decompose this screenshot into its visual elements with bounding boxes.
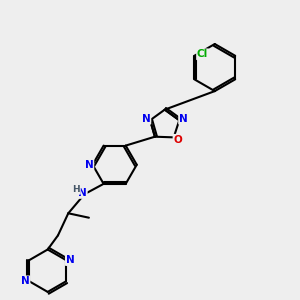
Text: H: H bbox=[72, 185, 80, 194]
Text: N: N bbox=[85, 160, 93, 170]
Text: N: N bbox=[78, 188, 87, 198]
Text: Cl: Cl bbox=[197, 49, 208, 59]
Text: N: N bbox=[21, 276, 30, 286]
Text: O: O bbox=[173, 135, 182, 145]
Text: N: N bbox=[179, 114, 188, 124]
Text: N: N bbox=[142, 114, 150, 124]
Text: N: N bbox=[66, 255, 74, 265]
